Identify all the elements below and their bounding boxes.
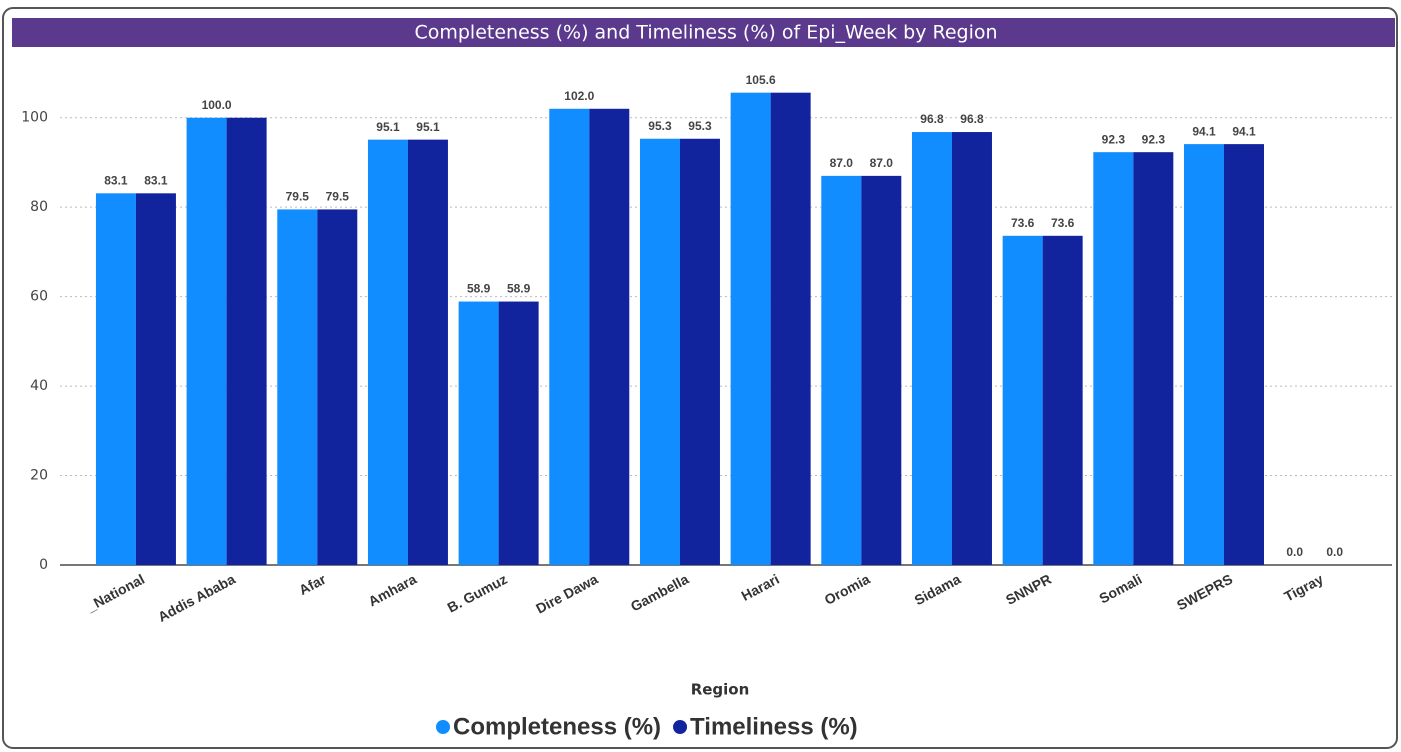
- data-label: 0.0: [1286, 545, 1303, 559]
- y-tick-label: 100: [21, 110, 48, 126]
- bar: [186, 117, 227, 566]
- bar: [317, 209, 358, 565]
- x-axis-title: Region: [691, 681, 750, 699]
- bar: [1093, 152, 1134, 565]
- bar: [1002, 235, 1043, 566]
- bar: [861, 175, 902, 565]
- data-label: 87.0: [870, 156, 894, 170]
- data-label: 92.3: [1142, 132, 1166, 146]
- data-label: 95.3: [648, 119, 672, 133]
- bar: [407, 139, 448, 566]
- data-label: 87.0: [830, 156, 854, 170]
- bar: [1223, 144, 1264, 565]
- bar: [951, 132, 992, 566]
- y-tick-label: 40: [30, 378, 48, 394]
- bar: [911, 132, 952, 566]
- data-label: 73.6: [1011, 216, 1035, 230]
- chart-title: Completeness (%) and Timeliness (%) of E…: [414, 22, 997, 44]
- data-label: 102.0: [564, 89, 594, 103]
- bar: [1183, 144, 1224, 565]
- legend-marker: [436, 720, 450, 734]
- bar: [277, 209, 318, 565]
- bar: [679, 138, 720, 565]
- data-label: 0.0: [1326, 545, 1343, 559]
- data-label: 96.8: [960, 112, 984, 126]
- bar: [1042, 235, 1083, 566]
- bar: [639, 138, 680, 565]
- y-tick-label: 20: [30, 468, 48, 484]
- data-label: 83.1: [104, 173, 128, 187]
- data-label: 100.0: [202, 98, 232, 112]
- data-label: 95.1: [376, 120, 400, 134]
- data-label: 58.9: [467, 282, 491, 296]
- bar: [95, 193, 136, 566]
- bar: [730, 92, 771, 566]
- bar: [821, 175, 862, 565]
- bar: [458, 301, 499, 565]
- legend-label: Completeness (%): [453, 713, 661, 740]
- bar: [498, 301, 539, 565]
- legend-marker: [673, 720, 688, 734]
- y-tick-label: 60: [30, 289, 48, 305]
- bar: [367, 139, 408, 566]
- data-label: 79.5: [326, 190, 350, 204]
- data-label: 58.9: [507, 282, 531, 296]
- y-tick-label: 80: [30, 199, 48, 215]
- data-label: 94.1: [1192, 124, 1216, 138]
- y-tick-label: 0: [39, 557, 48, 573]
- data-label: 79.5: [286, 190, 310, 204]
- data-label: 92.3: [1102, 132, 1126, 146]
- legend-label: Timeliness (%): [690, 713, 858, 740]
- bar: [1133, 152, 1174, 565]
- bar: [226, 117, 267, 566]
- data-label: 96.8: [920, 112, 944, 126]
- data-label: 105.6: [746, 73, 776, 87]
- title-bar: [12, 18, 1395, 47]
- bar: [770, 92, 811, 566]
- data-label: 83.1: [144, 173, 168, 187]
- bar: [549, 108, 590, 566]
- data-label: 73.6: [1051, 216, 1075, 230]
- data-label: 95.1: [416, 120, 440, 134]
- bar: [135, 193, 176, 566]
- data-label: 94.1: [1232, 124, 1256, 138]
- data-label: 95.3: [688, 119, 712, 133]
- bar: [589, 108, 630, 566]
